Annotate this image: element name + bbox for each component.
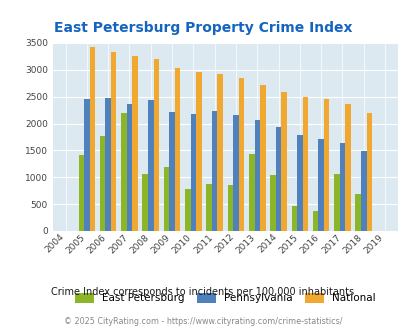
Text: Crime Index corresponds to incidents per 100,000 inhabitants: Crime Index corresponds to incidents per… <box>51 287 354 297</box>
Bar <box>260 85 265 231</box>
Bar <box>90 47 95 231</box>
Bar <box>100 136 105 231</box>
Bar <box>270 175 275 231</box>
Bar <box>148 100 153 231</box>
Bar <box>333 174 339 231</box>
Bar <box>175 68 180 231</box>
Bar <box>169 112 175 231</box>
Bar <box>318 139 323 231</box>
Bar <box>211 111 217 231</box>
Bar <box>227 185 232 231</box>
Bar <box>254 120 260 231</box>
Bar <box>132 56 137 231</box>
Bar <box>232 115 238 231</box>
Bar <box>296 135 302 231</box>
Bar <box>366 113 371 231</box>
Bar <box>275 127 281 231</box>
Bar <box>312 211 318 231</box>
Bar <box>281 92 286 231</box>
Legend: East Petersburg, Pennsylvania, National: East Petersburg, Pennsylvania, National <box>75 293 375 303</box>
Bar <box>153 59 159 231</box>
Bar <box>355 194 360 231</box>
Text: © 2025 CityRating.com - https://www.cityrating.com/crime-statistics/: © 2025 CityRating.com - https://www.city… <box>64 317 341 326</box>
Bar <box>339 144 344 231</box>
Bar <box>196 73 201 231</box>
Bar <box>105 98 111 231</box>
Bar <box>121 113 126 231</box>
Bar <box>163 167 169 231</box>
Bar <box>323 99 329 231</box>
Bar <box>206 184 211 231</box>
Bar <box>238 78 244 231</box>
Bar <box>344 104 350 231</box>
Bar <box>217 74 222 231</box>
Bar <box>78 155 84 231</box>
Text: East Petersburg Property Crime Index: East Petersburg Property Crime Index <box>53 21 352 35</box>
Bar <box>111 52 116 231</box>
Bar <box>248 153 254 231</box>
Bar <box>291 206 296 231</box>
Bar <box>142 174 148 231</box>
Bar <box>84 99 90 231</box>
Bar <box>302 97 307 231</box>
Bar <box>185 188 190 231</box>
Bar <box>360 151 366 231</box>
Bar <box>190 115 196 231</box>
Bar <box>126 104 132 231</box>
